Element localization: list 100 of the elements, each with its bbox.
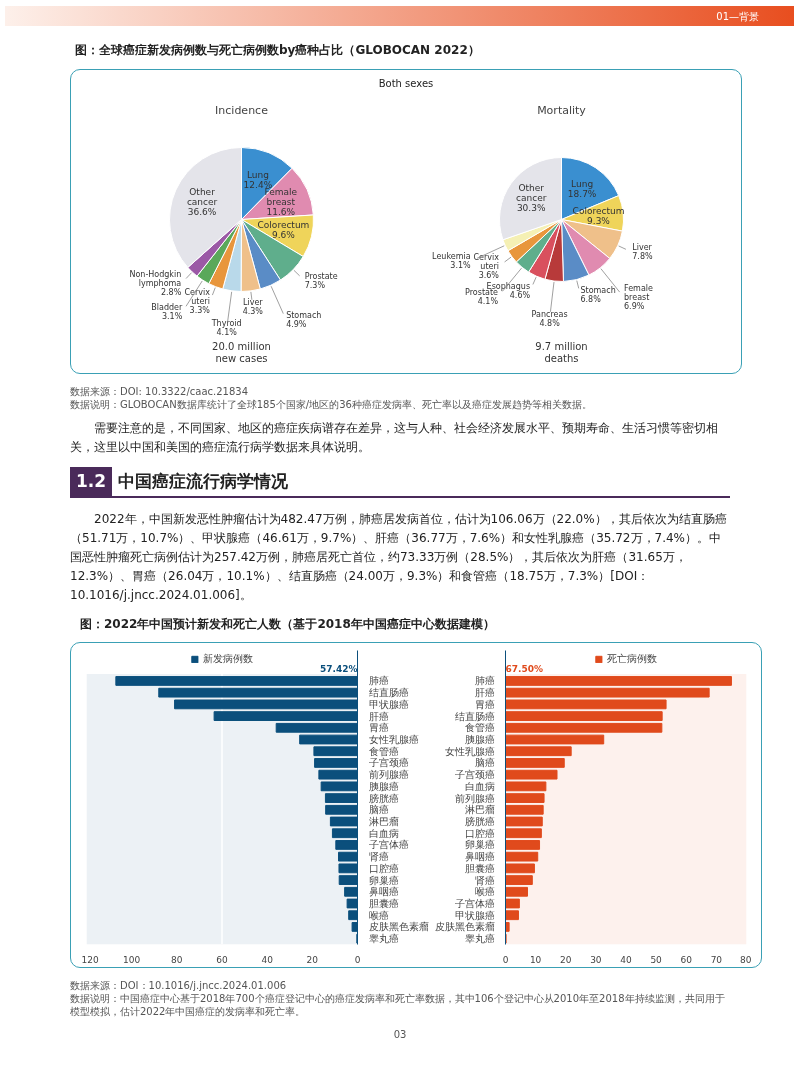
x-tick-label: 0: [502, 954, 509, 965]
text: 9.7 million deaths: [535, 340, 588, 365]
legend-label: 新发病例数: [203, 651, 253, 666]
slice-label: Lung: [246, 169, 269, 180]
x-tick-label: 100: [123, 954, 141, 965]
data-label: 4.6%: [509, 290, 531, 300]
data-label: 6.8%: [580, 295, 602, 305]
y-tick-label: 鼻咽癌: [464, 850, 495, 862]
source-note: 数据来源：DOI：10.1016/j.jncc.2024.01.006: [70, 979, 287, 991]
y-tick-label: 脑癌: [368, 804, 389, 816]
slice-label: Other cancer: [516, 182, 547, 203]
y-tick-label: 膀胱癌: [368, 792, 399, 804]
data-label: 36.6%: [187, 206, 217, 217]
slice-label: Leukemia: [432, 252, 471, 262]
x-tick-label: 20: [306, 954, 319, 965]
annotation: 57.42%: [320, 663, 358, 674]
data-label: 3.6%: [478, 270, 500, 280]
y-tick-label: 肾癌: [368, 850, 389, 862]
y-tick-label: 肺癌: [474, 675, 495, 687]
slice-label: Bladder: [151, 303, 183, 313]
y-tick-label: 肾癌: [474, 874, 495, 886]
y-tick-label: 肺癌: [368, 675, 389, 687]
y-tick-label: 皮肤黑色素瘤: [434, 921, 495, 933]
slice-label: Cervix uteri: [473, 252, 500, 271]
y-tick-label: 白血病: [464, 780, 495, 792]
text: 数据说明：中国癌症中心基于2018年700个癌症登记中心的癌症发病率和死亡率数据，其中106个登记中心从2010年至2018年持续监测，共同用于模型模拟，估计2022年中国癌症的发病率和死亡率。: [70, 992, 725, 1017]
text: 中国癌症流行病学情况: [117, 470, 289, 494]
y-tick-label: 白血病: [368, 827, 399, 839]
y-tick-label: 胃癌: [474, 698, 495, 710]
data-label: 4.8%: [539, 318, 561, 328]
y-tick-label: 前列腺癌: [368, 768, 409, 780]
x-tick-label: 60: [216, 954, 228, 965]
x-tick-label: 20: [560, 954, 572, 965]
data-label: 2.8%: [160, 288, 182, 298]
slice-label: Cervix uteri: [184, 288, 211, 307]
slice-label: Stomach: [580, 286, 616, 296]
slice-label: Thyroid: [210, 319, 242, 329]
y-tick-label: 女性乳腺癌: [368, 733, 419, 745]
text: 03: [392, 1027, 408, 1042]
x-tick-label: 70: [710, 954, 723, 965]
x-tick-label: 40: [620, 954, 632, 965]
data-label: 4.1%: [477, 296, 499, 306]
x-tick-label: 50: [650, 954, 663, 965]
chart-title: Incidence: [215, 103, 269, 117]
data-label: 3.3%: [189, 306, 211, 316]
y-tick-label: 胃癌: [368, 722, 389, 734]
y-tick-label: 结直肠癌: [368, 686, 409, 698]
data-label: 6.9%: [624, 302, 645, 312]
data-label: 4.1%: [216, 328, 238, 338]
y-tick-label: 前列腺癌: [454, 792, 495, 804]
y-tick-label: 子宫体癌: [368, 839, 409, 851]
data-label: 30.3%: [516, 202, 546, 213]
y-tick-label: 食管癌: [464, 722, 495, 734]
text: 需要注意的是，不同国家、地区的癌症疾病谱存在差异，这与人种、社会经济发展水平、预期寿命、生活习惯等密切相关，这里以中国和美国的癌症流行病学数据来具体说明。: [70, 420, 719, 457]
y-tick-label: 口腔癌: [368, 862, 399, 874]
text: 1.2: [70, 467, 113, 496]
y-tick-label: 口腔癌: [464, 827, 495, 839]
x-tick-label: 80: [171, 954, 183, 965]
y-tick-label: 鼻咽癌: [368, 886, 399, 898]
text: 2022年，中国新发恶性肿瘤估计为482.47万例，肺癌居发病首位，估计为106.06万（22.0%），其后依次为结直肠癌（51.71万，10.7%）、甲状腺癌（46.61万，9.7%）、肝癌（36.77万，7.6%）和女性乳腺癌（35.72万，7.4%）。中国恶性肿瘤死亡病例估计为257.42万例，肺癌居死亡首位，约73.33万例（28.5%），其后依次为肝癌（31.65万，12.3%）、胃癌（26.04万，10.1%）、结直肠癌（24.00万，9.3%）和食管癌（18.75万，7.3%）[DOI：10.1016/j.jncc.2024.01.006]。: [70, 510, 728, 605]
y-tick-label: 喉癌: [474, 886, 495, 898]
slice-label: Stomach: [286, 311, 322, 321]
x-tick-label: 120: [81, 954, 99, 965]
text: 图：2022年中国预计新发和死亡人数（基于2018年中国癌症中心数据建模）: [80, 615, 496, 633]
slice-label: Other cancer: [186, 186, 218, 207]
text: 01—背景: [716, 10, 759, 24]
slice-label: Lung: [571, 178, 594, 189]
y-tick-label: 肝癌: [368, 710, 389, 722]
y-tick-label: 结直肠癌: [454, 710, 495, 722]
y-tick-label: 卵巢癌: [464, 839, 495, 851]
x-tick-label: 40: [261, 954, 274, 965]
y-tick-label: 子宫颈癌: [454, 768, 495, 780]
slice-label: Prostate: [304, 271, 338, 281]
y-tick-label: 食管癌: [368, 745, 399, 757]
data-label: 11.6%: [266, 206, 296, 217]
y-tick-label: 肝癌: [474, 686, 495, 698]
chart-title: Mortality: [537, 103, 587, 117]
source-note: 数据来源：DOI: 10.3322/caac.21834: [70, 386, 249, 397]
y-tick-label: 甲状腺癌: [368, 698, 409, 710]
slice-label: Liver: [632, 243, 653, 253]
y-tick-label: 淋巴瘤: [464, 804, 495, 816]
y-tick-label: 胰腺癌: [464, 733, 495, 745]
x-tick-label: 30: [590, 954, 602, 965]
text: Both sexes: [378, 77, 434, 91]
slice-label: Non-Hodgkin lymphoma: [129, 270, 182, 289]
y-tick-label: 甲状腺癌: [454, 909, 495, 921]
x-tick-label: 0: [354, 954, 361, 965]
slice-label: Female breast: [624, 284, 654, 303]
legend-label: 死亡病例数: [607, 651, 657, 666]
data-label: 4.9%: [286, 320, 307, 330]
y-tick-label: 卵巢癌: [368, 874, 399, 886]
slice-label: Colorectum: [257, 219, 310, 230]
data-label: 7.8%: [632, 252, 654, 262]
y-tick-label: 胰腺癌: [368, 780, 399, 792]
y-tick-label: 子宫体癌: [454, 897, 495, 909]
x-tick-label: 80: [740, 954, 752, 965]
data-label: 7.3%: [304, 280, 326, 290]
slice-label: Pancreas: [531, 309, 568, 319]
data-label: 3.1%: [161, 312, 183, 322]
y-tick-label: 胆囊癌: [464, 862, 495, 874]
